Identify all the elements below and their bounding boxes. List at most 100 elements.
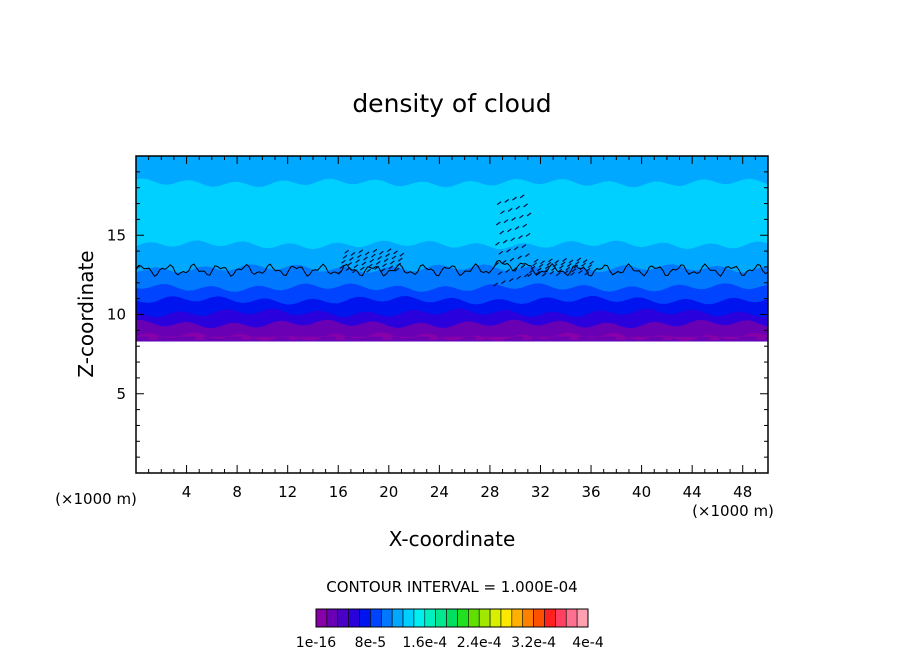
- colorbar-swatch: [370, 608, 382, 628]
- colorbar-label: 1e-16: [296, 635, 336, 651]
- colorbar-swatch: [435, 608, 447, 628]
- turbulence-mark: [587, 264, 593, 269]
- cloud-base-bump: [616, 336, 626, 340]
- turbulence-mark: [584, 271, 590, 276]
- x-tick-label: 40: [632, 483, 651, 501]
- colorbar-frame: [315, 608, 589, 628]
- turbulence-mark: [337, 269, 343, 274]
- y-tick-label: 15: [107, 226, 126, 244]
- cloud-base-bump: [195, 336, 205, 340]
- turbulence-mark: [347, 262, 353, 266]
- turbulence-mark: [518, 214, 524, 219]
- colorbar-labels: 1e-16 8e-5 1.6e-4 2.4e-4 3.2e-4 4e-4: [296, 635, 604, 651]
- turbulence-mark: [512, 196, 517, 201]
- turbulence-mark: [549, 270, 555, 275]
- turbulence-mark: [514, 226, 520, 230]
- turbulence-mark: [530, 265, 536, 270]
- contour-line: [136, 259, 768, 277]
- colorbar-swatch: [565, 608, 578, 628]
- colorbar-swatch: [380, 608, 393, 628]
- turbulence-mark: [350, 252, 356, 256]
- turbulence-mark: [524, 253, 530, 258]
- turbulence-mark: [518, 235, 523, 239]
- turbulence-mark: [506, 248, 511, 253]
- x-tick-label: 4: [182, 483, 192, 501]
- colorbar-swatch: [478, 608, 491, 628]
- turbulence-mark: [540, 260, 545, 265]
- turbulence-mark: [505, 268, 511, 273]
- turbulence-mark: [355, 259, 360, 264]
- turbulence-mark: [352, 269, 357, 274]
- turbulence-mark: [497, 271, 503, 276]
- turbulence-mark: [533, 258, 539, 263]
- turbulence-mark: [562, 257, 567, 262]
- colorbar-label: 8e-5: [355, 635, 386, 651]
- colorbar-swatch: [348, 608, 360, 628]
- turbulence-mark: [348, 257, 354, 261]
- x-axis-ticks: 4 8 12 16 20 24 28 32 36 40 44 48: [148, 156, 756, 501]
- turbulence-mark: [394, 267, 400, 272]
- turbulence-mark: [520, 264, 526, 269]
- turbulence-mark: [502, 239, 508, 244]
- turbulence-mark: [552, 263, 558, 268]
- turbulence-mark: [388, 265, 394, 270]
- density-band: [136, 332, 768, 342]
- y-axis-label: Z-coordinate: [74, 250, 98, 377]
- x-tick-label: 32: [531, 483, 550, 501]
- turbulence-mark: [353, 264, 359, 269]
- turbulence-mark: [391, 255, 397, 260]
- colorbar-swatch: [555, 608, 567, 628]
- turbulence-mark: [526, 212, 532, 217]
- turbulence-mark: [522, 223, 528, 228]
- turbulence-mark: [366, 268, 372, 273]
- turbulence-mark: [524, 273, 529, 278]
- cloud-base-bump: [335, 336, 345, 340]
- turbulence-mark: [358, 249, 364, 254]
- turbulence-mark: [568, 259, 574, 264]
- x-tick-label: 16: [329, 483, 348, 501]
- turbulence-mark: [399, 252, 405, 257]
- turbulence-mark: [371, 253, 376, 258]
- turbulence-mark: [585, 267, 591, 272]
- turbulence-mark: [372, 248, 378, 253]
- turbulence-mark: [510, 237, 516, 242]
- cloud-base-bump: [522, 336, 532, 340]
- colorbar-swatch: [424, 608, 436, 628]
- turbulence-mark: [390, 260, 395, 265]
- contour-line-group: [136, 194, 768, 287]
- colorbar-swatch: [489, 608, 502, 628]
- turbulence-mark: [574, 261, 580, 266]
- turbulence-mark: [360, 266, 365, 271]
- turbulence-mark: [571, 268, 577, 273]
- turbulence-mark: [573, 264, 579, 269]
- colorbar: [315, 608, 589, 628]
- turbulence-mark: [382, 263, 387, 268]
- colorbar-swatch: [576, 608, 589, 628]
- colorbar-swatch: [511, 608, 524, 628]
- turbulence-mark: [377, 255, 383, 260]
- x-tick-label: 24: [430, 483, 449, 501]
- turbulence-mark: [363, 256, 368, 261]
- colorbar-swatch: [522, 608, 534, 628]
- colorbar-swatch: [391, 608, 404, 628]
- turbulence-mark: [517, 255, 522, 260]
- turbulence-mark: [364, 251, 370, 256]
- turbulence-mark: [507, 207, 513, 212]
- chart-title: density of cloud: [352, 89, 551, 118]
- turbulence-mark: [508, 278, 514, 282]
- turbulence-mark: [576, 257, 582, 262]
- colorbar-swatch: [446, 608, 458, 628]
- turbulence-mark: [500, 210, 505, 215]
- turbulence-mark: [501, 280, 506, 285]
- colorbar-swatch: [402, 608, 415, 628]
- turbulence-mark: [512, 266, 518, 271]
- x-unit-right: (×1000 m): [692, 502, 774, 520]
- colorbar-label: 1.6e-4: [402, 635, 447, 651]
- turbulence-mark: [339, 264, 345, 269]
- colorbar-swatch: [359, 608, 371, 628]
- cloud-base-bump: [429, 336, 439, 340]
- turbulence-mark: [548, 258, 553, 263]
- turbulence-mark: [544, 265, 550, 270]
- turbulence-mark: [507, 228, 512, 233]
